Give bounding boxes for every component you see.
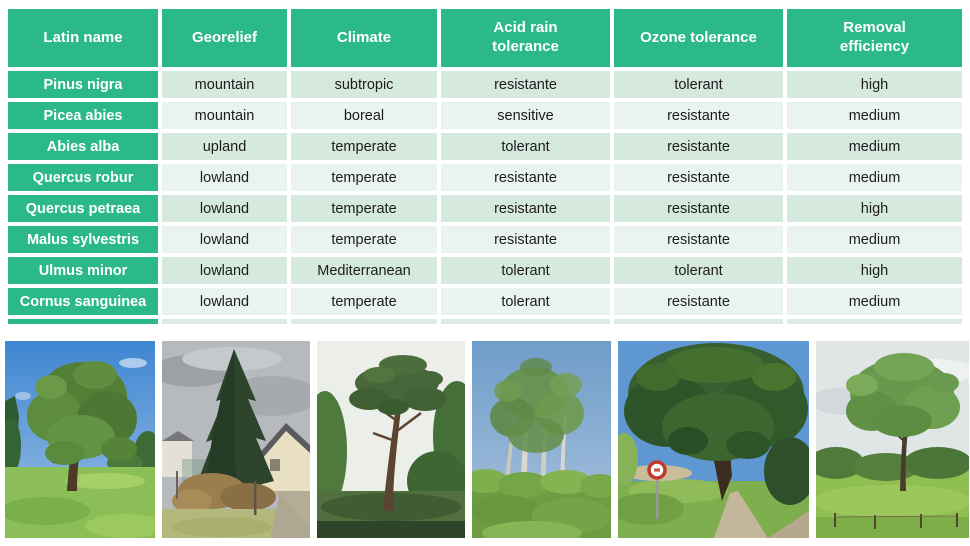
cell-removal: medium	[787, 164, 962, 191]
header-row: Latin name Georelief Climate Acid rain t…	[8, 9, 962, 67]
cell-acid-rain: sensitive	[441, 102, 610, 129]
table-row: Malus sylvestris lowland temperate resis…	[8, 226, 962, 253]
tree-photo-6-image	[816, 341, 969, 538]
table-row: Cornus sanguinea lowland temperate toler…	[8, 288, 962, 315]
tree-photo-4	[472, 341, 611, 538]
cell-climate: temperate	[291, 288, 437, 315]
cell-georelief: lowland	[162, 164, 287, 191]
cell-latin-name: Quercus robur	[8, 164, 158, 191]
cell-climate: boreal	[291, 102, 437, 129]
cell-acid-rain: resistante	[441, 71, 610, 98]
table-row: Picea abies mountain boreal sensitive re…	[8, 102, 962, 129]
tree-photo-strip	[5, 341, 969, 538]
cell-georelief: lowland	[162, 226, 287, 253]
cell-latin-name: Abies alba	[8, 133, 158, 160]
cell-removal: medium	[787, 226, 962, 253]
col-header-removal: Removal efficiency	[787, 9, 962, 67]
cell-acid-rain: tolerant	[441, 257, 610, 284]
tree-photo-3-image	[317, 341, 465, 538]
cell-ozone: tolerant	[614, 257, 783, 284]
col-header-georelief: Georelief	[162, 9, 287, 67]
cell-latin-name: Malus sylvestris	[8, 226, 158, 253]
cell-removal: medium	[787, 133, 962, 160]
table-row: Abies alba upland temperate tolerant res…	[8, 133, 962, 160]
cell-ozone: resistante	[614, 195, 783, 222]
col-header-climate: Climate	[291, 9, 437, 67]
cell-ozone: tolerant	[614, 71, 783, 98]
cell-ozone: resistante	[614, 288, 783, 315]
tree-photo-5-image	[618, 341, 809, 538]
table-row: Quercus petraea lowland temperate resist…	[8, 195, 962, 222]
tree-photo-5	[618, 341, 809, 538]
cell-ozone: resistante	[614, 226, 783, 253]
cell-georelief: upland	[162, 133, 287, 160]
cell-georelief: lowland	[162, 288, 287, 315]
cell-georelief: lowland	[162, 195, 287, 222]
cell-acid-rain: resistante	[441, 195, 610, 222]
tree-photo-2	[162, 341, 310, 538]
col-header-acid-rain: Acid rain tolerance	[441, 9, 610, 67]
cell-latin-name: Picea abies	[8, 102, 158, 129]
cell-latin-name: Cornus sanguinea	[8, 288, 158, 315]
cell-removal: medium	[787, 102, 962, 129]
table-row: Pinus nigra mountain subtropic resistant…	[8, 71, 962, 98]
cell-acid-rain: tolerant	[441, 288, 610, 315]
cell-georelief: mountain	[162, 102, 287, 129]
cell-removal: high	[787, 71, 962, 98]
cell-removal: high	[787, 195, 962, 222]
tree-photo-1	[5, 341, 155, 538]
tree-photo-4-image	[472, 341, 611, 538]
cell-climate: temperate	[291, 195, 437, 222]
cell-georelief: mountain	[162, 71, 287, 98]
tree-photo-3	[317, 341, 465, 538]
col-header-latin-name: Latin name	[8, 9, 158, 67]
cell-climate: temperate	[291, 133, 437, 160]
cell-latin-name: Ulmus minor	[8, 257, 158, 284]
species-table: Latin name Georelief Climate Acid rain t…	[4, 5, 966, 328]
cell-acid-rain: resistante	[441, 164, 610, 191]
cell-removal: high	[787, 257, 962, 284]
cell-climate: Mediterranean	[291, 257, 437, 284]
cell-climate: temperate	[291, 226, 437, 253]
col-header-ozone: Ozone tolerance	[614, 9, 783, 67]
cell-ozone: resistante	[614, 102, 783, 129]
cell-removal: medium	[787, 288, 962, 315]
tree-photo-6	[816, 341, 969, 538]
cell-acid-rain: resistante	[441, 226, 610, 253]
tree-photo-2-image	[162, 341, 310, 538]
cell-latin-name: Quercus petraea	[8, 195, 158, 222]
cell-latin-name: Pinus nigra	[8, 71, 158, 98]
cell-georelief: lowland	[162, 257, 287, 284]
cell-climate: temperate	[291, 164, 437, 191]
cell-ozone: resistante	[614, 164, 783, 191]
cell-climate: subtropic	[291, 71, 437, 98]
table-row: Ulmus minor lowland Mediterranean tolera…	[8, 257, 962, 284]
cell-ozone: resistante	[614, 133, 783, 160]
table-bottom-edge	[8, 319, 962, 324]
table-row: Quercus robur lowland temperate resistan…	[8, 164, 962, 191]
cell-acid-rain: tolerant	[441, 133, 610, 160]
tree-photo-1-image	[5, 341, 155, 538]
